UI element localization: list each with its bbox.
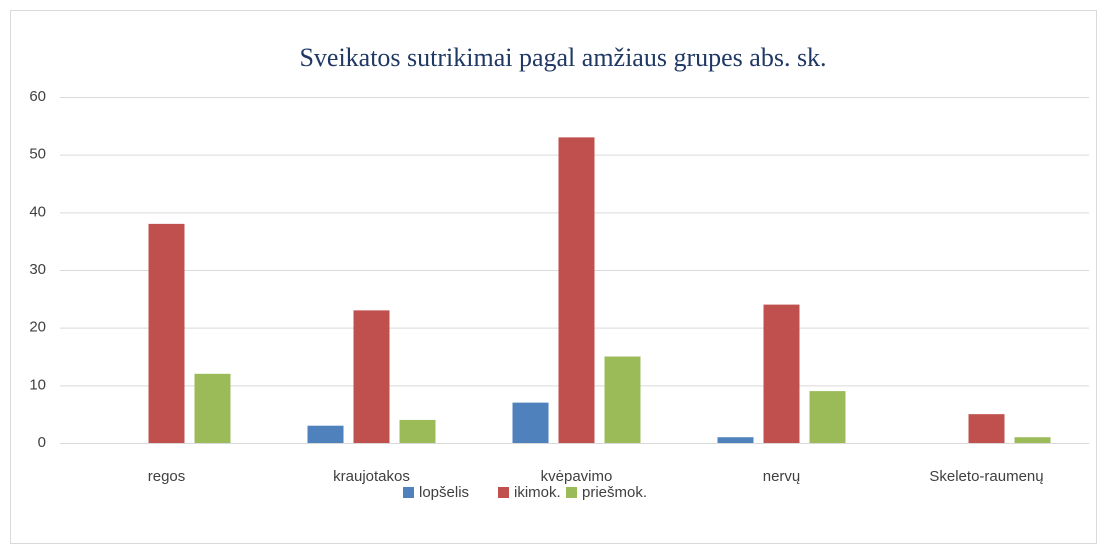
- x-tick-label: Skeleto-raumenų: [929, 468, 1043, 485]
- legend-swatch: [403, 487, 414, 498]
- y-tick-label: 30: [29, 261, 46, 278]
- bar: [353, 310, 390, 443]
- bar: [148, 223, 185, 443]
- y-tick-label: 0: [38, 434, 46, 451]
- bar: [763, 304, 800, 443]
- bar: [1014, 437, 1051, 443]
- x-tick-label: kvėpavimo: [541, 468, 613, 485]
- legend-label: lopšelis: [419, 484, 469, 501]
- bar: [717, 437, 754, 443]
- bar: [968, 414, 1005, 443]
- bar: [307, 425, 344, 443]
- bar: [512, 402, 549, 443]
- bar: [809, 391, 846, 443]
- x-tick-label: kraujotakos: [333, 468, 410, 485]
- y-tick-label: 60: [29, 88, 46, 105]
- y-tick-label: 50: [29, 146, 46, 163]
- bar: [558, 137, 595, 443]
- legend-swatch: [498, 487, 509, 498]
- y-tick-label: 10: [29, 376, 46, 393]
- x-tick-label: nervų: [763, 468, 801, 485]
- chart-border: [10, 10, 1097, 544]
- y-tick-label: 40: [29, 203, 46, 220]
- legend-label: ikimok.: [514, 484, 561, 501]
- chart-title: Sveikatos sutrikimai pagal amžiaus grupe…: [299, 43, 826, 72]
- bar: [399, 419, 436, 443]
- x-tick-label: regos: [148, 468, 186, 485]
- legend-label: priešmok.: [582, 484, 647, 501]
- bar: [604, 356, 641, 443]
- bar: [194, 373, 231, 443]
- y-tick-label: 20: [29, 319, 46, 336]
- legend-swatch: [566, 487, 577, 498]
